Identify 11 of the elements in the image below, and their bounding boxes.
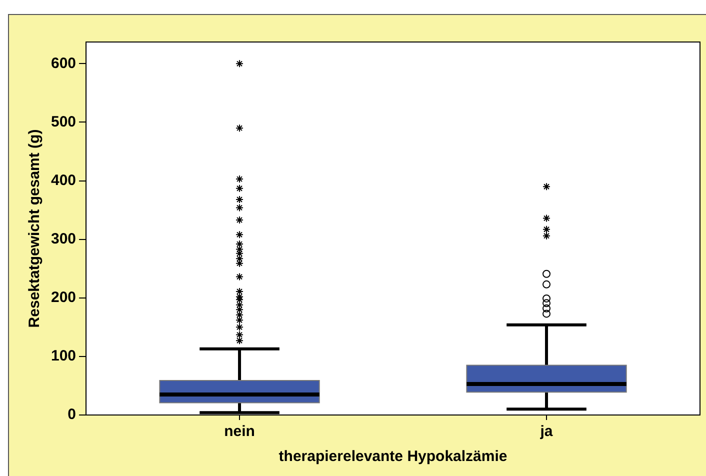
y-tick-label: 0 bbox=[68, 406, 76, 424]
x-axis-title: therapierelevante Hypokalzämie bbox=[278, 448, 508, 466]
y-tick-label: 100 bbox=[50, 348, 76, 365]
y-tick-label: 400 bbox=[50, 172, 76, 189]
y-axis-title: Resektatgewicht gesamt (g) bbox=[26, 129, 44, 328]
y-tick-label: 200 bbox=[50, 289, 76, 306]
x-tick-label: nein bbox=[224, 423, 255, 440]
x-tick-label: ja bbox=[539, 423, 554, 440]
y-tick-label: 500 bbox=[50, 113, 76, 130]
y-tick-label: 300 bbox=[50, 230, 76, 248]
y-tick-label: 600 bbox=[50, 54, 76, 72]
